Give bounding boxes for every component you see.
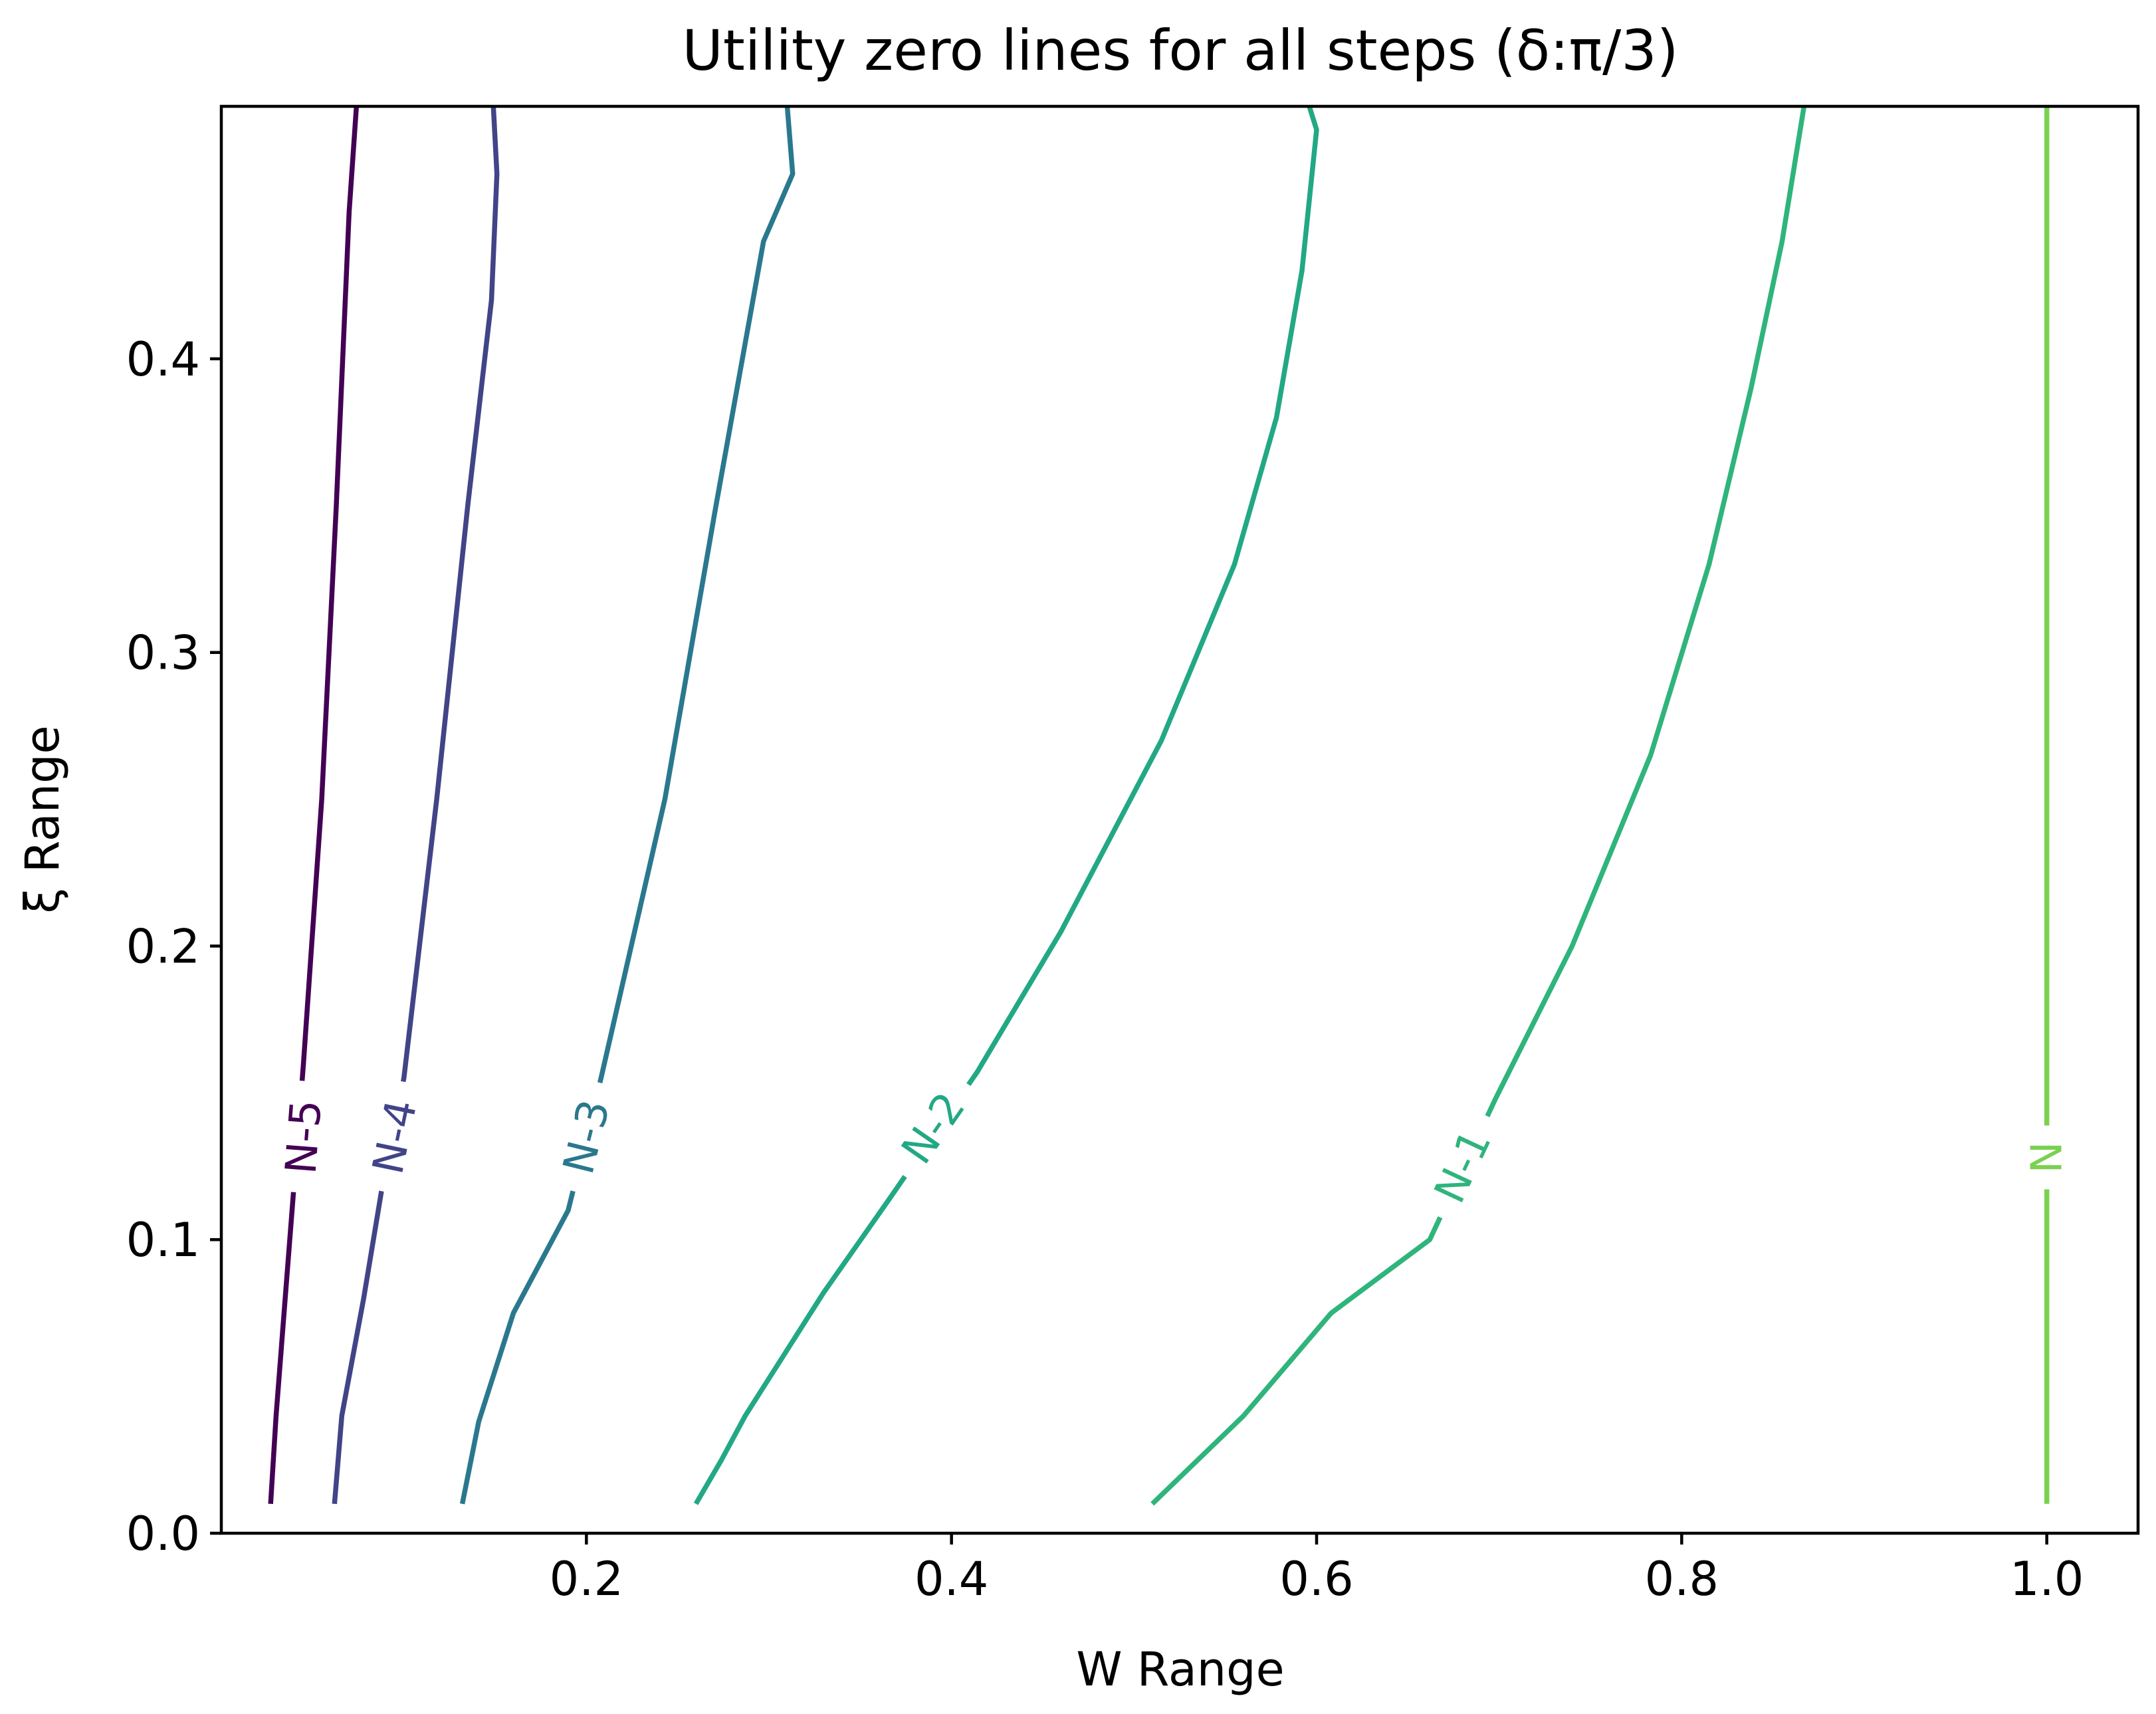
x-tick-label: 0.4 bbox=[915, 1552, 988, 1606]
contour-label-n: N bbox=[2023, 1142, 2072, 1174]
contour-label-gap bbox=[272, 1079, 334, 1195]
x-tick-label: 0.8 bbox=[1645, 1552, 1719, 1606]
x-tick-label: 0.2 bbox=[550, 1552, 623, 1606]
contour-label-gap bbox=[2020, 1125, 2074, 1190]
contour-label-n-4: N-4 bbox=[364, 1096, 427, 1178]
x-axis-label: W Range bbox=[1076, 1642, 1284, 1697]
chart-title: Utility zero lines for all steps (δ:π/3) bbox=[682, 18, 1678, 83]
y-tick-label: 0.1 bbox=[126, 1213, 200, 1267]
contour-line-n-4 bbox=[332, 106, 500, 1505]
contour-label-gap bbox=[879, 1067, 987, 1190]
y-axis-label: ξ Range bbox=[15, 725, 70, 913]
contour-line-n-2 bbox=[693, 105, 1319, 1505]
x-tick-label: 0.6 bbox=[1279, 1552, 1353, 1606]
y-tick-label: 0.3 bbox=[126, 626, 200, 681]
plot-frame bbox=[219, 104, 2140, 1535]
contour-label-n-3: N-3 bbox=[554, 1095, 620, 1179]
contour-labels: N-5 N-4 N-3 N-2 N-1 N bbox=[272, 1067, 2074, 1228]
x-tick-label: 1.0 bbox=[2010, 1552, 2084, 1606]
y-tick-label: 0.4 bbox=[126, 332, 200, 387]
y-tick-label: 0.0 bbox=[126, 1507, 200, 1561]
contour-label-gap bbox=[547, 1076, 626, 1198]
contour-lines bbox=[268, 105, 2050, 1506]
y-axis: 0.0 0.1 0.2 0.3 0.4 bbox=[126, 332, 221, 1561]
y-tick-label: 0.2 bbox=[126, 919, 200, 974]
contour-label-n-5: N-5 bbox=[276, 1098, 331, 1176]
plot-area: N-5 N-4 N-3 N-2 N-1 N bbox=[219, 104, 2140, 1535]
contour-label-gap bbox=[1414, 1104, 1511, 1228]
contour-line-n-3 bbox=[459, 106, 796, 1505]
x-axis: 0.2 0.4 0.6 0.8 1.0 bbox=[550, 1533, 2084, 1606]
contour-line-n-1 bbox=[1150, 106, 1807, 1506]
contour-line-n-5 bbox=[268, 106, 360, 1505]
contour-label-gap bbox=[357, 1077, 433, 1197]
